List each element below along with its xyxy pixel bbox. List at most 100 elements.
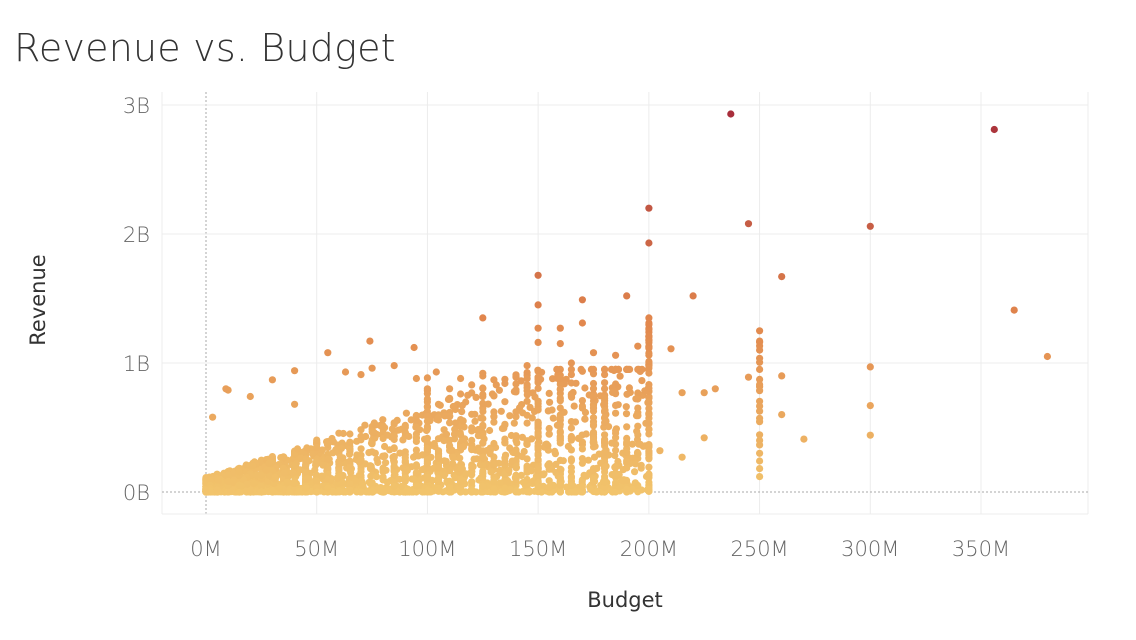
scatter-point — [638, 377, 646, 385]
scatter-point — [237, 482, 245, 490]
scatter-point — [534, 451, 542, 459]
scatter-point — [440, 471, 448, 480]
scatter-point — [490, 418, 498, 426]
scatter-point — [756, 457, 764, 465]
scatter-point — [371, 434, 379, 442]
scatter-point — [370, 429, 379, 437]
scatter-point — [501, 398, 509, 406]
scatter-point — [612, 440, 620, 448]
scatter-point — [249, 462, 257, 470]
scatter-point — [589, 422, 598, 430]
scatter-point — [678, 389, 686, 397]
scatter-point — [512, 408, 520, 416]
scatter-point — [442, 457, 450, 465]
scatter-point — [412, 413, 420, 421]
scatter-point — [338, 439, 346, 447]
scatter-point — [589, 379, 598, 388]
scatter-point — [357, 371, 365, 379]
scatter-point — [523, 375, 531, 383]
x-tick-label: 350M — [952, 537, 1010, 561]
scatter-point — [756, 449, 764, 457]
scatter-point — [214, 477, 222, 485]
x-axis-title: Budget — [587, 588, 663, 612]
scatter-point — [612, 401, 620, 409]
scatter-point — [442, 430, 451, 438]
scatter-point — [347, 469, 355, 477]
scatter-point — [324, 349, 332, 357]
scatter-point — [401, 448, 409, 456]
scatter-point — [1043, 352, 1051, 361]
scatter-point — [359, 482, 367, 491]
scatter-point — [479, 432, 487, 441]
scatter-point — [236, 488, 244, 496]
scatter-point — [601, 379, 609, 387]
scatter-point — [434, 414, 442, 422]
scatter-point — [756, 387, 764, 395]
scatter-point — [446, 385, 454, 393]
scatter-point — [468, 389, 476, 397]
scatter-point — [744, 373, 753, 381]
scatter-point — [523, 411, 531, 419]
scatter-point — [520, 447, 528, 456]
scatter-point — [423, 426, 431, 434]
scatter-point — [470, 455, 478, 463]
scatter-point — [479, 369, 487, 377]
scatter-point — [288, 469, 297, 477]
scatter-point — [312, 459, 320, 467]
x-tick-label: 300M — [841, 537, 899, 561]
scatter-point — [405, 488, 413, 496]
scatter-point — [589, 365, 598, 373]
scatter-point — [479, 422, 487, 431]
scatter-point — [866, 363, 874, 371]
scatter-point — [545, 483, 553, 491]
scatter-point — [368, 364, 376, 372]
scatter-point — [866, 431, 874, 439]
scatter-point — [553, 365, 561, 373]
scatter-point — [407, 416, 415, 424]
scatter-point — [623, 439, 631, 447]
scatter-point — [357, 445, 365, 453]
scatter-point — [540, 470, 548, 478]
scatter-point — [329, 438, 337, 446]
scatter-point — [449, 459, 457, 468]
scatter-point — [567, 424, 576, 432]
scatter-point — [601, 408, 609, 416]
scatter-point — [497, 407, 505, 415]
scatter-point — [446, 484, 454, 492]
scatter-point — [458, 437, 466, 445]
scatter-point — [645, 419, 653, 427]
scatter-point — [338, 479, 346, 487]
scatter-point — [700, 389, 708, 397]
scatter-point — [303, 444, 311, 452]
scatter-point — [305, 457, 313, 465]
scatter-point — [622, 403, 630, 411]
scatter-point — [622, 410, 631, 418]
scatter-point — [423, 445, 431, 453]
scatter-point — [523, 488, 531, 496]
x-tick-label: 200M — [620, 537, 678, 561]
scatter-point — [468, 424, 476, 432]
scatter-point — [291, 479, 299, 488]
scatter-point — [379, 452, 387, 460]
scatter-point — [559, 457, 567, 465]
scatter-point — [1010, 306, 1018, 314]
scatter-point — [567, 379, 576, 387]
scatter-point — [423, 473, 431, 481]
scatter-point — [490, 376, 498, 384]
scatter-point — [501, 375, 509, 383]
scatter-point — [222, 385, 230, 393]
scatter-point — [578, 397, 587, 405]
scatter-point — [379, 422, 387, 430]
scatter-point — [446, 419, 454, 427]
scatter-point — [490, 439, 498, 448]
scatter-point — [202, 486, 210, 494]
scatter-point — [365, 449, 373, 457]
scatter-point — [479, 399, 487, 407]
scatter-point — [508, 457, 516, 465]
scatter-point — [514, 488, 522, 496]
scatter-point — [517, 377, 525, 385]
scatter-point — [637, 461, 645, 469]
scatter-point — [571, 488, 579, 496]
scatter-point — [589, 403, 598, 412]
scatter-point — [512, 372, 520, 380]
